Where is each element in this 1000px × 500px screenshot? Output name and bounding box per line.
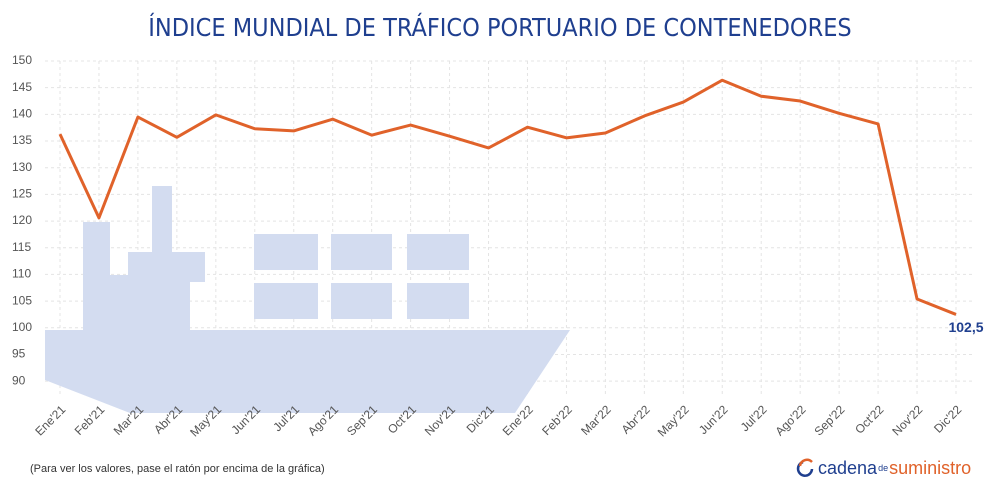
x-tick-label: Ene'21	[32, 402, 68, 438]
logo-text: cadenadesuministro	[818, 458, 971, 478]
logo: cadenadesuministro	[796, 458, 971, 478]
x-tick-label: Oct'22	[852, 402, 886, 436]
line	[58, 78, 957, 316]
y-tick-label: 135	[12, 133, 32, 147]
y-tick-label: 130	[12, 160, 32, 174]
chart-title: ÍNDICE MUNDIAL DE TRÁFICO PORTUARIO DE C…	[148, 13, 851, 42]
x-tick-label: Sep'22	[811, 402, 847, 438]
y-tick-label: 90	[12, 373, 26, 387]
logo-part: suministro	[889, 458, 971, 478]
x-tick-label: Jul'22	[738, 402, 770, 434]
y-tick-label: 100	[12, 320, 32, 334]
y-tick-label: 125	[12, 187, 32, 201]
x-tick-label: Jun'22	[696, 402, 731, 437]
ship-illustration	[45, 186, 570, 413]
y-tick-label: 140	[12, 107, 32, 121]
y-tick-label: 105	[12, 293, 32, 307]
x-tick-label: Ago'22	[772, 402, 808, 438]
y-tick-label: 115	[12, 240, 31, 254]
x-tick-label: May'22	[655, 402, 692, 439]
y-tick-label: 110	[12, 267, 31, 281]
x-tick-label: Mar'22	[578, 402, 614, 438]
note: (Para ver los valores, pase el ratón por…	[30, 463, 325, 475]
y-tick-label: 145	[12, 80, 32, 94]
y-tick-label: 120	[12, 213, 32, 227]
logo-part: de	[878, 463, 888, 473]
y-tick-label: 150	[12, 53, 32, 67]
x-tick-label: Feb'21	[72, 402, 108, 438]
data-label: 102,5	[948, 319, 983, 335]
x-tick-label: Dic'22	[931, 402, 964, 435]
x-tick-label: Abr'22	[619, 402, 653, 436]
y-tick-label: 95	[12, 347, 26, 361]
x-tick-label: Feb'22	[539, 402, 575, 438]
x-tick-label: Nov'22	[889, 402, 925, 438]
logo-part: cadena	[818, 458, 878, 478]
